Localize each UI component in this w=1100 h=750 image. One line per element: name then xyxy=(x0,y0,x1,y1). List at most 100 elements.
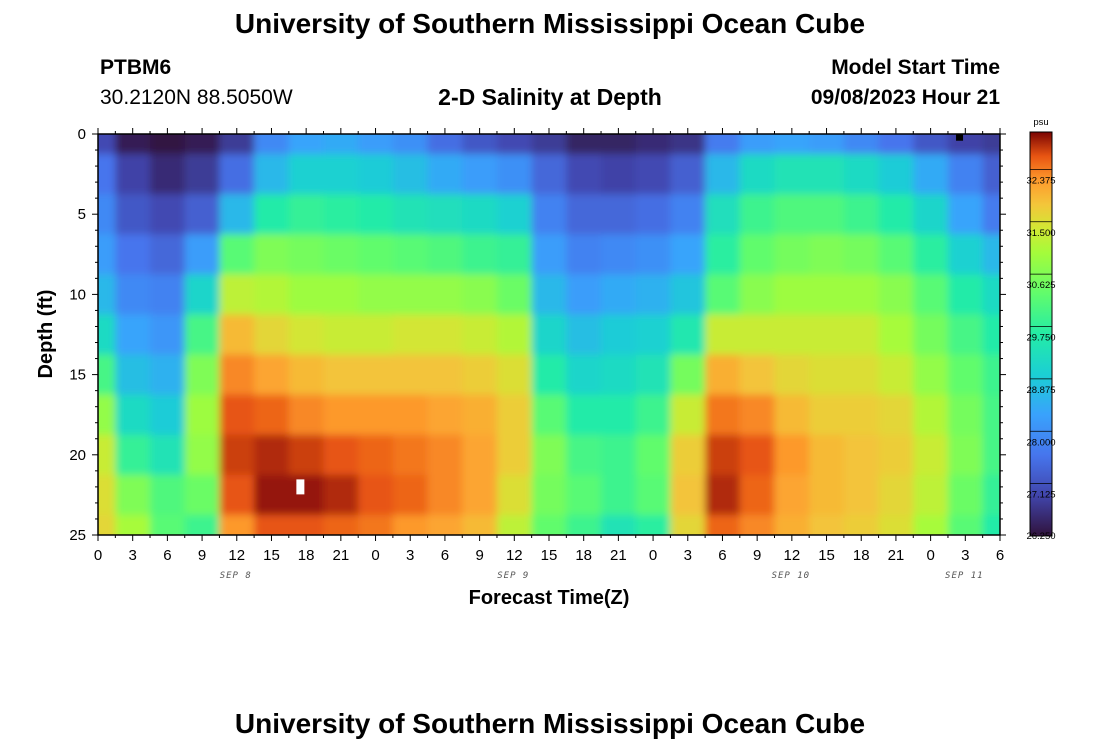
heatmap-cell xyxy=(705,514,741,535)
heatmap-cell xyxy=(219,474,255,516)
x-tick-label: 0 xyxy=(94,547,102,564)
heatmap-cell xyxy=(601,274,637,316)
heatmap-cell xyxy=(496,234,533,275)
heatmap-cell xyxy=(150,394,186,436)
x-tick-label: 12 xyxy=(506,547,523,564)
heatmap-cell xyxy=(427,274,463,316)
heatmap-cell xyxy=(913,234,949,275)
heatmap-cell xyxy=(843,274,880,316)
heatmap-cell xyxy=(809,394,845,436)
heatmap-cell xyxy=(809,434,845,476)
heatmap-cell xyxy=(392,274,429,316)
heatmap-cell xyxy=(115,434,151,476)
heatmap-cell xyxy=(219,274,255,316)
heatmap-cell xyxy=(809,354,845,396)
heatmap-cell xyxy=(150,434,186,476)
heatmap-cell xyxy=(531,234,567,275)
x-tick-label: 15 xyxy=(541,547,558,564)
heatmap-cell xyxy=(184,394,221,436)
heatmap-cell xyxy=(358,354,394,396)
heatmap-cell xyxy=(219,194,255,235)
heatmap-cell xyxy=(913,194,949,235)
heatmap-cell xyxy=(878,134,914,155)
heatmap-cell xyxy=(705,274,741,316)
heatmap-cell xyxy=(670,194,706,235)
heatmap-cell xyxy=(392,514,429,535)
x-tick-label: 0 xyxy=(926,547,934,564)
x-tick-label: 3 xyxy=(684,547,692,564)
heatmap-cell xyxy=(288,234,325,275)
y-tick-label: 10 xyxy=(69,286,86,303)
heatmap-cell xyxy=(982,154,1000,195)
chart-subtitle: 2-D Salinity at Depth xyxy=(438,84,662,110)
colorbar-tick-label: 26.250 xyxy=(1026,531,1055,542)
colorbar-tick-label: 28.000 xyxy=(1026,437,1055,448)
heatmap-cell xyxy=(288,194,325,235)
date-label: SEP 10 xyxy=(772,571,811,581)
heatmap-cell xyxy=(635,154,672,195)
heatmap-cell xyxy=(462,474,498,516)
heatmap-area xyxy=(98,134,1000,535)
heatmap-cell xyxy=(150,134,186,155)
heatmap-cell xyxy=(184,434,221,476)
colorbar-unit: psu xyxy=(1033,117,1048,128)
heatmap-cell xyxy=(323,154,359,195)
footer-title: University of Southern Mississippi Ocean… xyxy=(234,708,866,739)
station-coordinates: 30.2120N 88.5050W xyxy=(100,86,293,109)
heatmap-cell xyxy=(184,134,221,155)
heatmap-cell xyxy=(774,134,810,155)
heatmap-cell xyxy=(982,394,1000,436)
heatmap-cell xyxy=(635,194,672,235)
heatmap-cell xyxy=(288,354,325,396)
x-tick-label: 21 xyxy=(333,547,350,564)
heatmap-cell xyxy=(878,154,914,195)
heatmap-cell xyxy=(670,394,706,436)
heatmap-cell xyxy=(254,134,290,155)
heatmap-cell xyxy=(878,234,914,275)
heatmap-cell xyxy=(635,354,672,396)
x-tick-label: 15 xyxy=(263,547,280,564)
heatmap-cell xyxy=(739,434,776,476)
heatmap-cell xyxy=(462,154,498,195)
heatmap-cell xyxy=(462,514,498,535)
heatmap-cell xyxy=(392,154,429,195)
heatmap-cell xyxy=(254,474,290,516)
heatmap-cell xyxy=(496,514,533,535)
heatmap-cell xyxy=(288,394,325,436)
heatmap-cell xyxy=(809,474,845,516)
heatmap-cell xyxy=(254,354,290,396)
heatmap-cell xyxy=(462,194,498,235)
salinity-chart: 0 3 6 9 12 15 18 21 0 3 6 9 12 15 18 21 0 3 6 9 12 15 18 21 0 3 6 … xyxy=(35,117,1056,609)
heatmap-cell xyxy=(705,474,741,516)
heatmap-cell xyxy=(982,194,1000,235)
heatmap-cell xyxy=(670,474,706,516)
heatmap-cell xyxy=(739,234,776,275)
heatmap-cell xyxy=(98,354,116,396)
heatmap-cell xyxy=(462,314,498,356)
heatmap-cell xyxy=(774,394,810,436)
heatmap-cell xyxy=(739,154,776,195)
heatmap-cell xyxy=(843,134,880,155)
heatmap-cell xyxy=(288,314,325,356)
heatmap-cell xyxy=(774,514,810,535)
heatmap-cell xyxy=(913,394,949,436)
heatmap-cell xyxy=(531,514,567,535)
heatmap-cell xyxy=(150,234,186,275)
heatmap-cell xyxy=(427,234,463,275)
heatmap-cell xyxy=(670,154,706,195)
heatmap-cell xyxy=(427,514,463,535)
heatmap-cell xyxy=(115,474,151,516)
heatmap-cell xyxy=(843,474,880,516)
heatmap-cell xyxy=(601,514,637,535)
heatmap-cell xyxy=(184,314,221,356)
heatmap-cell xyxy=(254,274,290,316)
colorbar-tick-label: 29.750 xyxy=(1026,333,1055,344)
page-title: University of Southern Mississippi Ocean… xyxy=(234,8,866,39)
x-tick-label: 9 xyxy=(475,547,483,564)
date-label: SEP 8 xyxy=(220,571,252,581)
heatmap-cell xyxy=(496,154,533,195)
heatmap-cell xyxy=(982,314,1000,356)
heatmap-cell xyxy=(115,234,151,275)
heatmap-cell xyxy=(150,354,186,396)
heatmap-cell xyxy=(98,274,116,316)
